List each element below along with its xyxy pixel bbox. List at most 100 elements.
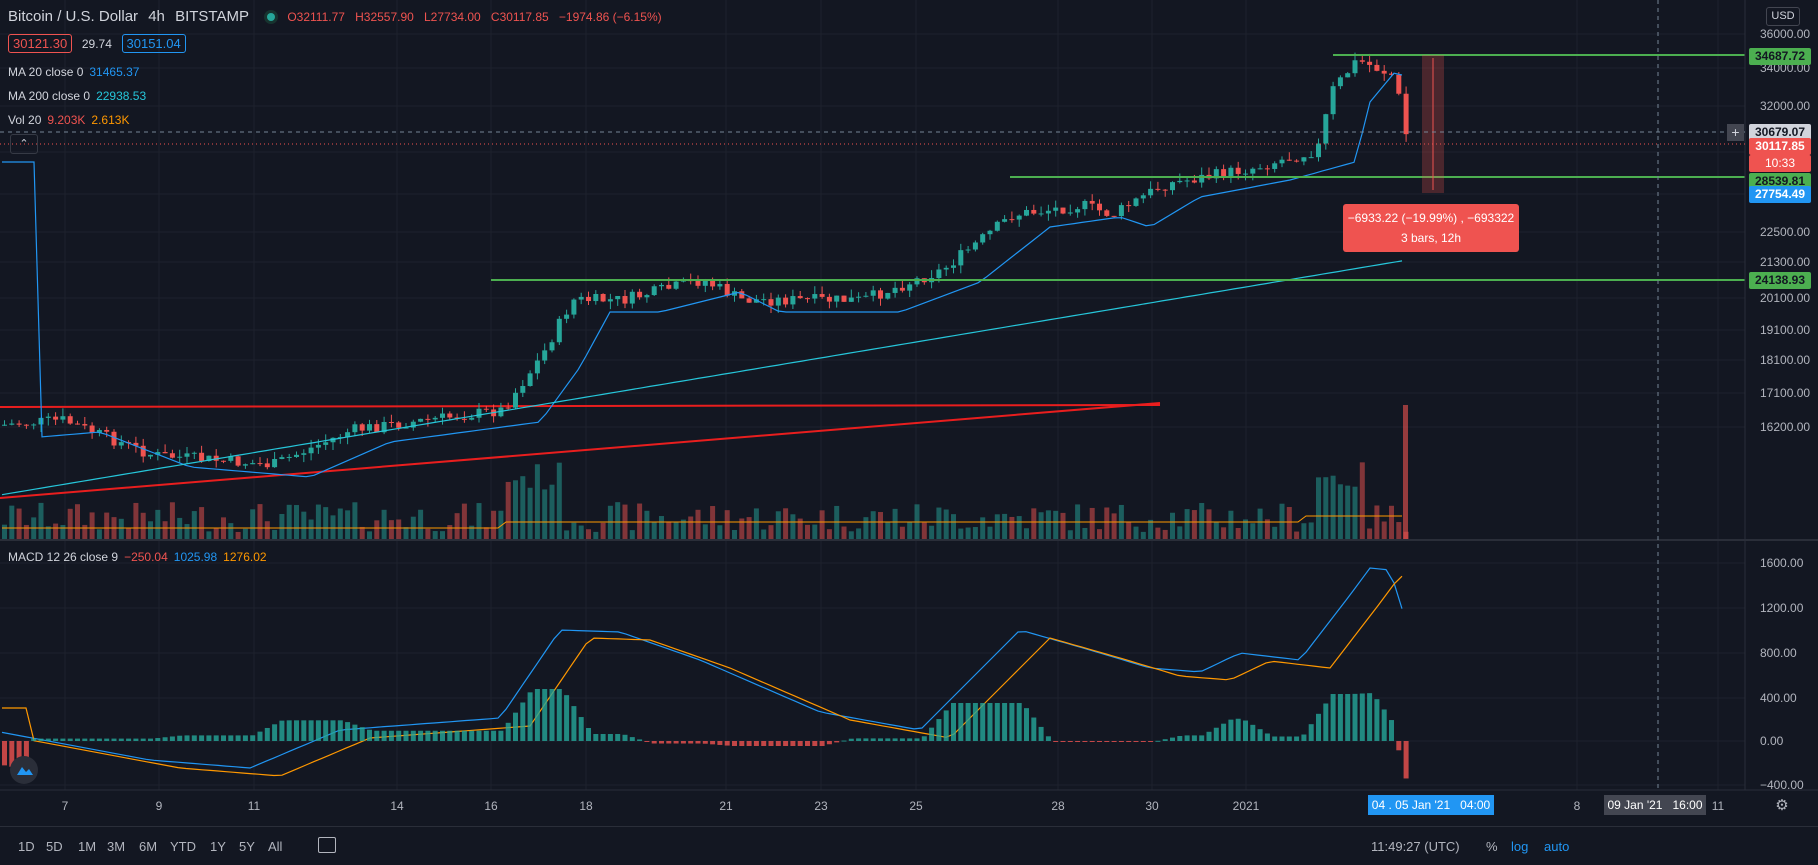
time-tick-label: 14	[390, 799, 404, 813]
macd-histogram-bar	[228, 735, 234, 741]
timeframe-button[interactable]: 6M	[139, 839, 158, 854]
timeframe-button[interactable]: YTD	[170, 839, 196, 854]
candle-body	[140, 445, 146, 457]
log-toggle[interactable]: log	[1511, 839, 1529, 854]
timeframe-button[interactable]: 1D	[18, 839, 35, 854]
object-tree-button[interactable]	[10, 756, 38, 784]
volume-bar	[279, 513, 285, 540]
candle-body	[936, 269, 942, 279]
macd-histogram-bar	[1396, 741, 1402, 751]
time-tick-label: 21	[719, 799, 733, 813]
time-axis-settings-button[interactable]: ⚙	[1772, 796, 1792, 816]
volume-bar	[695, 509, 701, 540]
macd-histogram-bar	[374, 730, 380, 741]
candle-body	[286, 456, 292, 458]
candle-body	[1264, 168, 1270, 170]
volume-bar	[315, 504, 321, 540]
ma20-legend[interactable]: MA 20 close 0 31465.37	[8, 65, 145, 79]
macd-histogram-bar	[856, 738, 862, 741]
macd-histogram-bar	[469, 730, 475, 741]
volume-bar	[1002, 513, 1008, 540]
volume-bar	[863, 517, 869, 540]
volume-bar	[607, 505, 613, 540]
add-alert-button[interactable]: +	[1727, 124, 1744, 141]
volume-bar	[688, 516, 694, 540]
macd-histogram-bar	[388, 730, 394, 741]
candle-body	[272, 459, 278, 468]
date-range-icon[interactable]	[318, 837, 336, 853]
candle-body	[2, 424, 7, 426]
volume-bar	[1286, 507, 1292, 540]
ma200-legend[interactable]: MA 200 close 0 22938.53	[8, 89, 152, 103]
auto-toggle[interactable]: auto	[1544, 839, 1570, 854]
candle-body	[82, 424, 88, 426]
macd-histogram-bar	[111, 738, 117, 741]
plus-icon: +	[1731, 124, 1740, 140]
volume-bar	[1323, 477, 1329, 540]
macd-tick-label: −400.00	[1760, 778, 1804, 792]
macd-histogram-bar	[206, 735, 212, 741]
ask-button[interactable]: 30151.04	[121, 34, 186, 53]
volume-bar	[235, 531, 241, 540]
candle-body	[1374, 64, 1380, 71]
candle-body	[1389, 73, 1394, 75]
candle-body	[1316, 143, 1321, 158]
macd-histogram-bar	[1097, 741, 1102, 742]
macd-histogram-bar	[250, 735, 256, 741]
candle-body	[805, 298, 810, 300]
utc-clock[interactable]: 11:49:27 (UTC)	[1371, 839, 1460, 854]
volume-bar	[651, 522, 657, 540]
volume-bar	[1345, 485, 1351, 540]
volume-bar	[1206, 509, 1212, 540]
time-tick-label: 11	[248, 799, 261, 813]
timeframe-button[interactable]: 5D	[46, 839, 63, 854]
volume-bar	[856, 528, 862, 540]
timeframe-button[interactable]: All	[268, 839, 283, 854]
timeframe-button[interactable]: 5Y	[239, 839, 255, 854]
cloud-icon	[17, 767, 33, 775]
macd-histogram-bar	[9, 741, 15, 767]
macd-legend[interactable]: MACD 12 26 close 9 −250.04 1025.98 1276.02	[8, 550, 273, 564]
volume-bar	[768, 525, 774, 540]
macd-histogram-bar	[870, 738, 876, 741]
macd-line-value: 1025.98	[173, 550, 218, 564]
spread-value: 29.74	[81, 37, 112, 51]
candle-body	[264, 463, 270, 468]
currency-button[interactable]: USD	[1766, 7, 1800, 26]
macd-histogram-bar	[53, 738, 59, 741]
macd-histogram-bar	[1286, 736, 1292, 741]
candle-body	[228, 456, 234, 461]
candle-body	[235, 456, 241, 466]
volume-bar	[943, 509, 949, 540]
volume-legend[interactable]: Vol 20 9.203K 2.613K	[8, 113, 135, 127]
candle-body	[1330, 86, 1336, 115]
measure-low-price-label: 27754.49	[1749, 186, 1811, 203]
candle-body	[666, 284, 672, 289]
timeframe-button[interactable]: 3M	[107, 839, 126, 854]
countdown-label: 10:33	[1749, 155, 1811, 172]
volume-bar	[75, 504, 80, 540]
macd-histogram-bar	[308, 720, 314, 741]
bid-button[interactable]: 30121.30	[8, 34, 73, 53]
macd-tick-label: 1200.00	[1760, 601, 1804, 615]
volume-bar	[644, 510, 650, 540]
macd-histogram-bar	[739, 741, 745, 746]
collapse-legend-button[interactable]: ⌃	[10, 134, 38, 154]
timeframe-button[interactable]: 1M	[78, 839, 97, 854]
volume-bar	[761, 529, 767, 540]
volume-bar	[38, 502, 44, 540]
macd-histogram-bar	[1191, 735, 1197, 741]
macd-histogram-bar	[330, 720, 336, 741]
timeframe-button[interactable]: 1Y	[210, 839, 226, 854]
percent-toggle[interactable]: %	[1486, 839, 1498, 854]
ma20-value: 31465.37	[89, 65, 140, 79]
candle-body	[520, 386, 526, 393]
volume-bar	[826, 529, 832, 540]
candle-body	[1104, 210, 1110, 216]
macd-histogram-bar	[1002, 703, 1008, 741]
macd-histogram-bar	[381, 730, 387, 741]
volume-bar	[1184, 509, 1190, 540]
candle-body	[345, 432, 351, 438]
ohlc-high: H32557.90	[355, 10, 414, 24]
